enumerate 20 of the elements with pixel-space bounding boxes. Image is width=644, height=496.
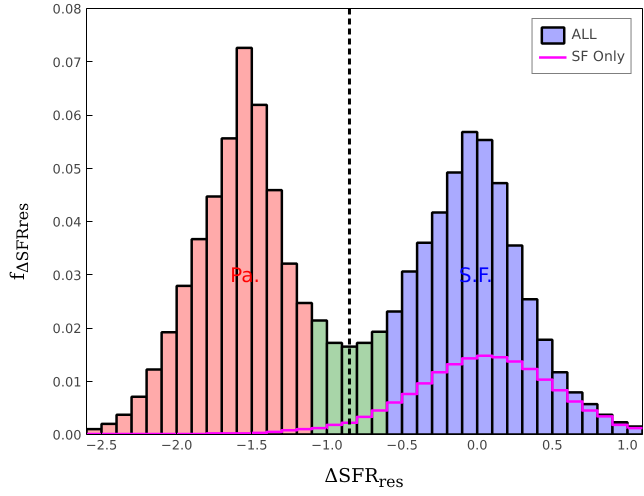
y-tick-label: 0.03 bbox=[52, 268, 82, 284]
x-tick-label: −2.0 bbox=[160, 438, 192, 454]
y-tick-label: 0.05 bbox=[52, 162, 82, 178]
y-tick-label: 0.01 bbox=[52, 375, 82, 390]
x-tick-label: 1.0 bbox=[617, 438, 638, 454]
x-axis-title: ΔSFR$_{res}$ bbox=[324, 464, 404, 493]
x-tick-label: −1.0 bbox=[311, 438, 343, 454]
x-tick-label: 0.5 bbox=[542, 438, 563, 454]
x-tick-label: −1.5 bbox=[236, 438, 268, 454]
y-tick-label: 0.00 bbox=[52, 428, 82, 444]
y-tick-label: 0.08 bbox=[52, 2, 82, 18]
x-tick-label: 0.0 bbox=[466, 438, 488, 454]
y-tick-label: 0.06 bbox=[52, 109, 82, 124]
x-tick-label: −2.5 bbox=[86, 438, 118, 454]
legend-label: SF Only bbox=[572, 49, 625, 65]
y-tick-label: 0.02 bbox=[52, 322, 82, 337]
legend-label: ALL bbox=[572, 27, 597, 43]
y-tick-label: 0.07 bbox=[52, 56, 82, 71]
y-tick-label: 0.04 bbox=[52, 216, 82, 230]
x-tick-label: −0.5 bbox=[386, 438, 418, 454]
